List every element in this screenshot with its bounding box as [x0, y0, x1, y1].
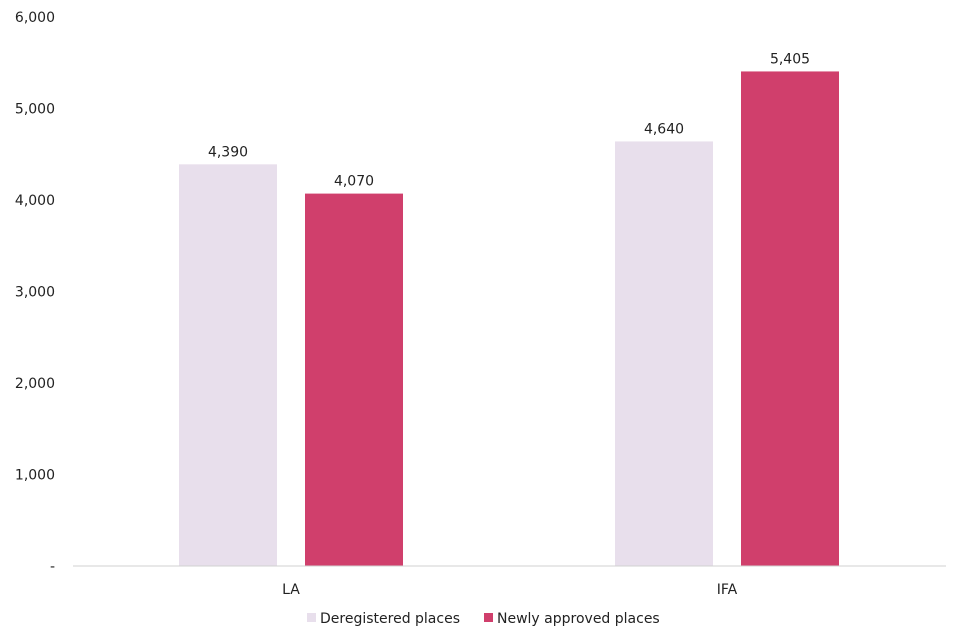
legend-item-newly-approved: Newly approved places — [484, 611, 660, 627]
data-label: 4,640 — [644, 121, 684, 137]
legend: Deregistered places Newly approved places — [307, 611, 660, 627]
data-label: 4,070 — [334, 174, 374, 190]
y-tick-label: - — [50, 559, 55, 575]
y-tick-label: 2,000 — [15, 376, 55, 392]
bar-la-newly-approved — [305, 193, 403, 566]
y-tick-label: 4,000 — [15, 193, 55, 209]
y-tick-label: 1,000 — [15, 468, 55, 484]
bars — [179, 71, 839, 566]
y-axis: - 1,000 2,000 3,000 4,000 5,000 6,000 — [15, 10, 55, 575]
x-category-label: LA — [282, 582, 300, 598]
data-label: 4,390 — [208, 144, 248, 160]
y-tick-label: 6,000 — [15, 10, 55, 26]
legend-item-deregistered: Deregistered places — [307, 611, 460, 627]
x-category-label: IFA — [717, 582, 738, 598]
bar-la-deregistered — [179, 164, 277, 566]
data-label: 5,405 — [770, 51, 810, 67]
bar-ifa-newly-approved — [741, 71, 839, 566]
legend-label: Newly approved places — [497, 611, 660, 627]
data-labels: 4,390 4,070 4,640 5,405 — [208, 51, 810, 189]
legend-swatch — [307, 613, 316, 622]
y-tick-label: 3,000 — [15, 285, 55, 301]
x-axis: LA IFA — [282, 582, 738, 598]
legend-swatch — [484, 613, 493, 622]
y-tick-label: 5,000 — [15, 102, 55, 118]
bar-ifa-deregistered — [615, 141, 713, 566]
legend-label: Deregistered places — [320, 611, 460, 627]
